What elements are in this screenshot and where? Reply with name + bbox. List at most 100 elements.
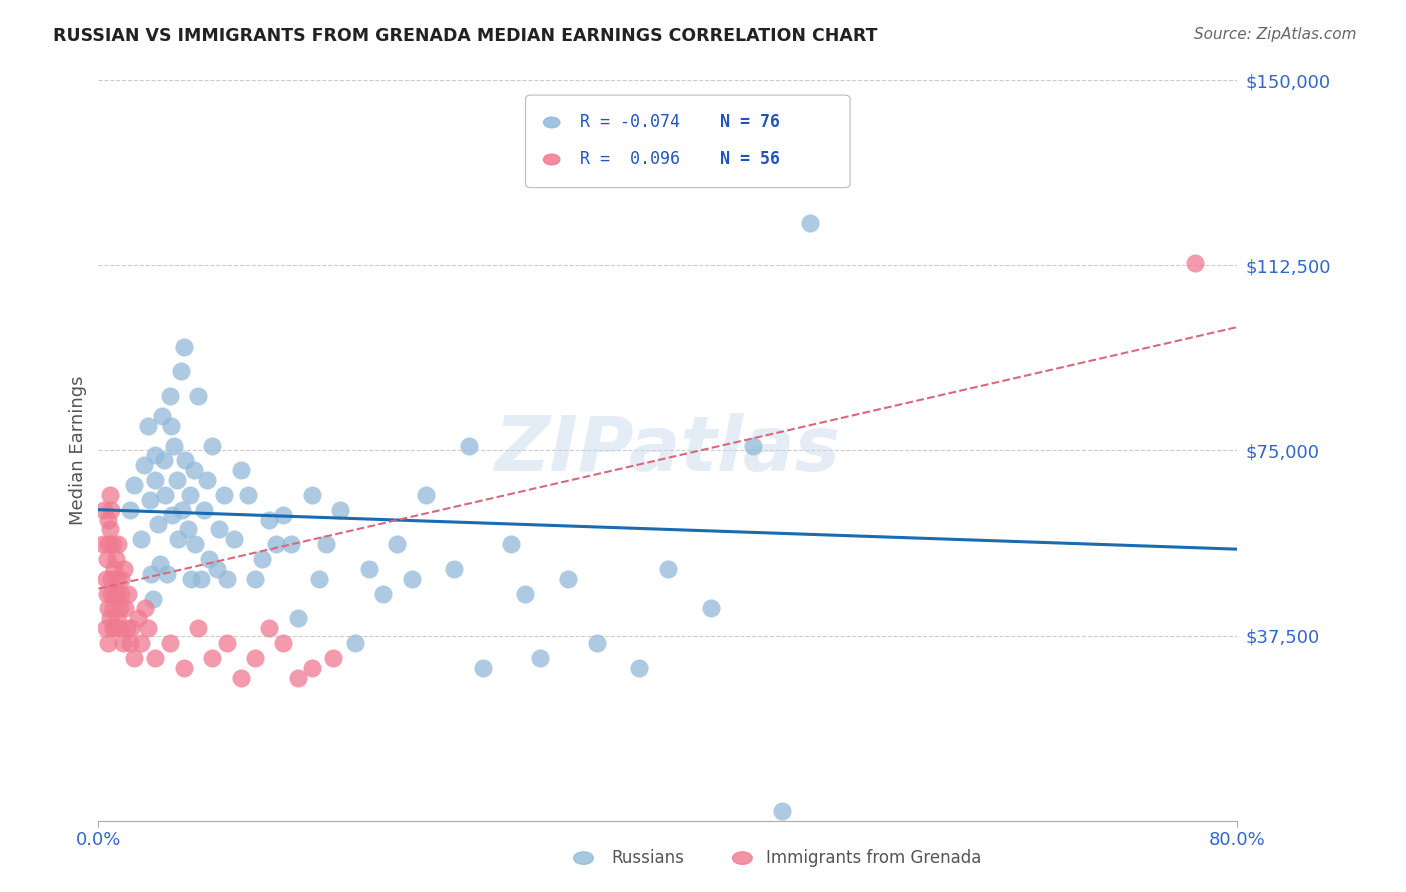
Point — [112, 562, 135, 576]
Point — [114, 601, 136, 615]
Point — [100, 586, 122, 600]
Text: Russians: Russians — [612, 849, 685, 867]
Point — [97, 601, 120, 615]
Point — [107, 537, 129, 551]
Point — [122, 478, 145, 492]
Point — [105, 611, 128, 625]
Point — [160, 418, 183, 433]
Point — [198, 552, 221, 566]
Point — [322, 650, 344, 665]
Point — [201, 650, 224, 665]
Point — [343, 636, 366, 650]
Point — [134, 601, 156, 615]
Point — [136, 418, 159, 433]
Point — [187, 389, 209, 403]
Point — [529, 650, 551, 665]
Circle shape — [544, 117, 560, 128]
Point — [141, 591, 163, 606]
Point — [301, 488, 323, 502]
Point — [105, 572, 128, 586]
Point — [179, 488, 201, 502]
Point — [155, 488, 177, 502]
Point — [170, 364, 193, 378]
Point — [180, 572, 202, 586]
Point — [443, 562, 465, 576]
Point — [145, 473, 167, 487]
Point — [315, 537, 337, 551]
Point — [93, 502, 115, 516]
Point — [152, 409, 174, 423]
Point — [111, 636, 134, 650]
Point — [101, 601, 124, 615]
Point — [457, 438, 479, 452]
Point — [148, 517, 170, 532]
Point — [222, 533, 245, 547]
Point — [139, 566, 162, 581]
Point — [100, 572, 122, 586]
Text: ZIPatlas: ZIPatlas — [495, 414, 841, 487]
Text: R = -0.074: R = -0.074 — [581, 113, 681, 131]
Point — [94, 621, 117, 635]
Point — [699, 601, 721, 615]
Point — [799, 216, 821, 230]
Point — [129, 533, 152, 547]
Point — [273, 636, 295, 650]
Point — [104, 552, 127, 566]
Point — [177, 523, 200, 537]
Point — [162, 508, 184, 522]
Point — [259, 512, 281, 526]
Text: Immigrants from Grenada: Immigrants from Grenada — [766, 849, 981, 867]
Point — [138, 492, 160, 507]
Point — [250, 552, 273, 566]
Point — [97, 537, 120, 551]
Point — [243, 650, 266, 665]
Point — [657, 562, 679, 576]
Point — [557, 572, 579, 586]
Point — [201, 438, 224, 452]
Text: Source: ZipAtlas.com: Source: ZipAtlas.com — [1194, 27, 1357, 42]
Y-axis label: Median Earnings: Median Earnings — [69, 376, 87, 525]
Point — [585, 636, 607, 650]
Point — [357, 562, 380, 576]
Point — [136, 621, 159, 635]
Point — [770, 804, 793, 818]
Point — [108, 601, 131, 615]
Point — [132, 458, 155, 473]
Point — [190, 572, 212, 586]
Text: N = 76: N = 76 — [720, 113, 780, 131]
Point — [103, 562, 125, 576]
Point — [98, 611, 121, 625]
Point — [159, 389, 181, 403]
Point — [167, 533, 190, 547]
Point — [308, 572, 330, 586]
Point — [501, 537, 523, 551]
Point — [149, 557, 172, 571]
Point — [145, 449, 167, 463]
Point — [120, 621, 142, 635]
Point — [100, 502, 122, 516]
Point — [129, 636, 152, 650]
Point — [515, 586, 537, 600]
Point — [172, 502, 194, 516]
Point — [163, 438, 186, 452]
Point — [287, 671, 309, 685]
Point — [273, 508, 295, 522]
Point — [259, 621, 281, 635]
Point — [98, 488, 121, 502]
Point — [215, 572, 238, 586]
Point — [236, 488, 259, 502]
Point — [287, 611, 309, 625]
Point — [813, 142, 835, 156]
Point — [91, 537, 114, 551]
Point — [215, 636, 238, 650]
Point — [96, 552, 118, 566]
Point — [329, 502, 352, 516]
Point — [628, 660, 651, 674]
Point — [110, 586, 132, 600]
Point — [159, 636, 181, 650]
Point — [229, 463, 252, 477]
Text: N = 56: N = 56 — [720, 151, 780, 169]
Point — [98, 523, 121, 537]
Point — [301, 660, 323, 674]
Point — [145, 650, 167, 665]
